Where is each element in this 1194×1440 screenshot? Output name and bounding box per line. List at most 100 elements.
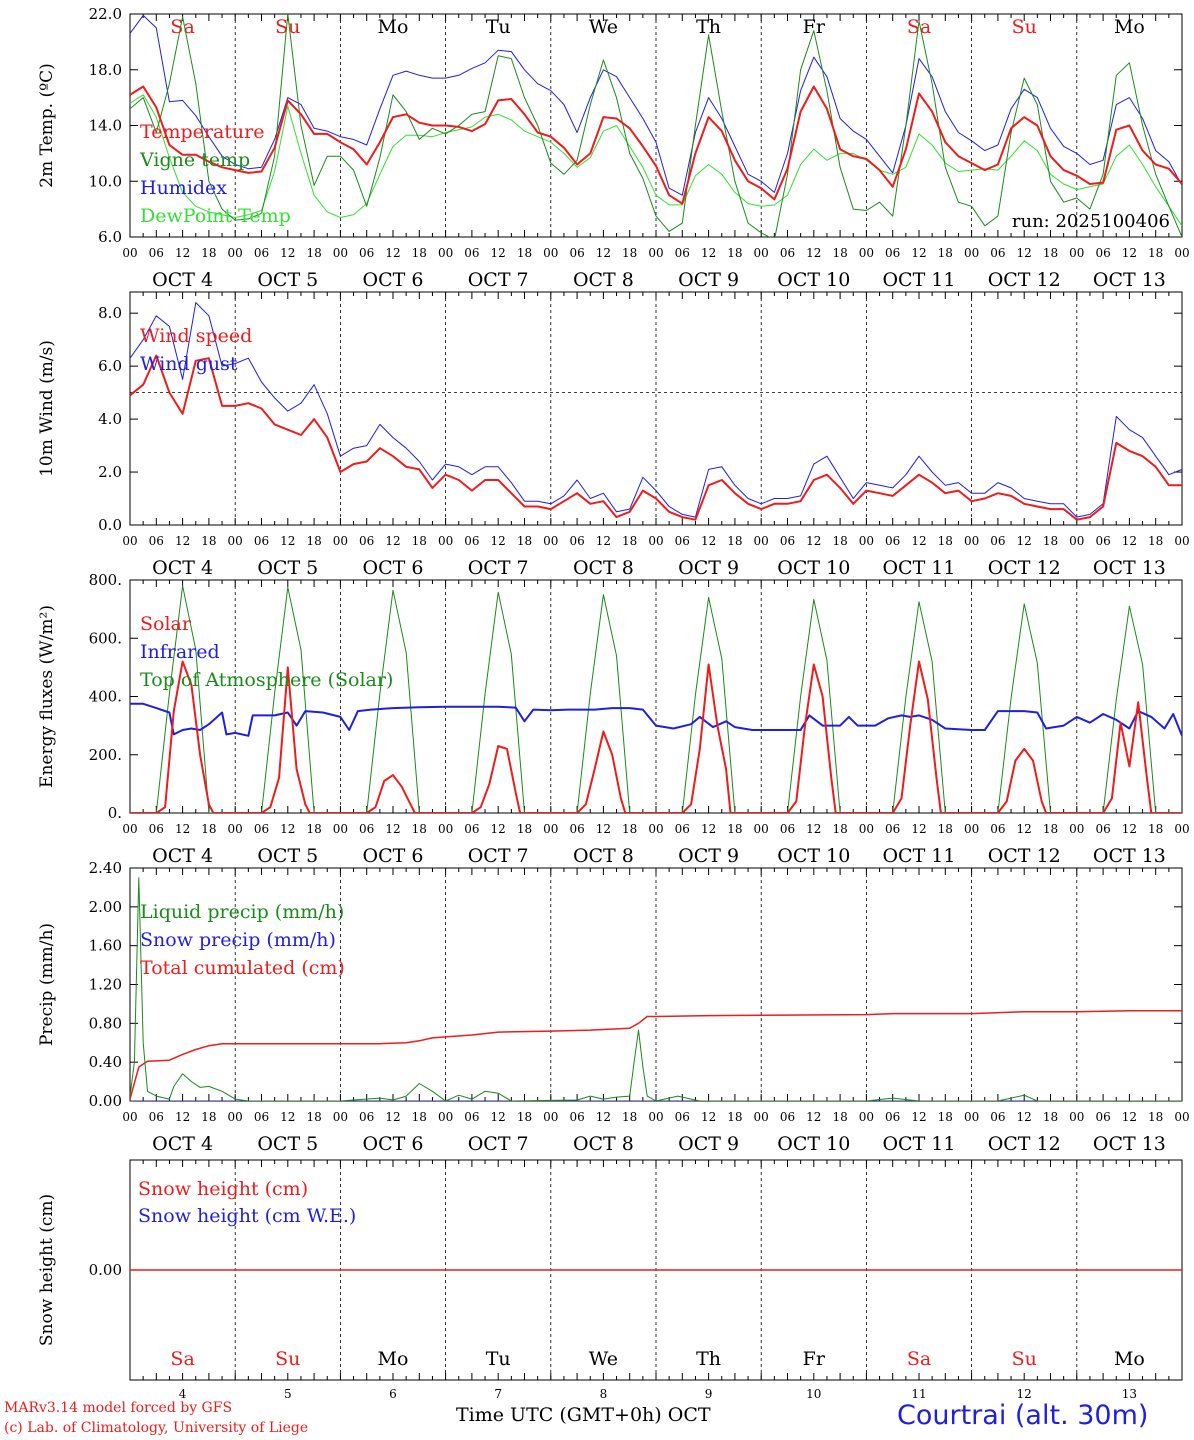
series-group [130, 585, 1182, 813]
hour-label: 00 [228, 822, 243, 836]
date-label: OCT 10 [777, 1133, 850, 1155]
date-label: OCT 4 [152, 845, 213, 867]
day-number: 9 [705, 1387, 713, 1401]
hour-label: 00 [1174, 1110, 1189, 1124]
hour-label: 00 [754, 822, 769, 836]
y-tick-label: 800. [89, 571, 122, 589]
hour-label: 18 [1148, 534, 1163, 548]
y-tick-label: 0. [108, 804, 122, 822]
hour-label: 18 [517, 822, 532, 836]
series-wind-gust [130, 302, 1182, 518]
hour-label: 00 [122, 1110, 137, 1124]
y-tick-label: 400. [89, 688, 122, 706]
panel-5: 0.00 Snow height (cm) Sa 4 Su 5 Mo 6 Tu 7 We 8 Th 9 Fr… [37, 1159, 1183, 1401]
hour-label: 18 [201, 246, 216, 260]
hour-label: 18 [517, 534, 532, 548]
date-label: OCT 8 [573, 557, 634, 579]
y-tick-label: 10.0 [89, 172, 122, 190]
time-axis-text: Time UTC (GMT+0h) [456, 1404, 662, 1426]
date-label: OCT 12 [988, 557, 1061, 579]
hour-label: 06 [675, 534, 690, 548]
hour-label: 12 [701, 822, 716, 836]
legend-entry: Top of Atmosphere (Solar) [140, 669, 393, 691]
hour-label: 00 [543, 822, 558, 836]
day-abbr: Fr [803, 1348, 826, 1370]
hour-label: 12 [175, 246, 190, 260]
hour-label: 12 [175, 534, 190, 548]
hour-label: 12 [1122, 534, 1137, 548]
hour-label: 12 [1122, 1110, 1137, 1124]
y-tick-label: 0.00 [89, 1092, 122, 1110]
month-label: OCT [667, 1404, 711, 1426]
day-number: 11 [911, 1387, 926, 1401]
y-tick-label: 0.00 [89, 1261, 122, 1279]
y-tick-label: 200. [89, 746, 122, 764]
hour-label: 06 [569, 1110, 584, 1124]
hour-label: 18 [938, 1110, 953, 1124]
hour-label: 06 [1095, 822, 1110, 836]
series-top-of-atmosphere-solar [130, 585, 1182, 813]
hour-label: 12 [911, 246, 926, 260]
hour-label: 12 [1122, 246, 1137, 260]
date-label: OCT 11 [882, 845, 955, 867]
hour-label: 12 [701, 534, 716, 548]
y-tick-label: 14.0 [89, 117, 122, 135]
hour-label: 06 [569, 822, 584, 836]
day-abbr: Su [275, 1348, 300, 1370]
series-wind-speed [130, 354, 1182, 521]
date-label: OCT 6 [363, 557, 424, 579]
hour-label: 00 [1069, 822, 1084, 836]
hour-label: 18 [412, 246, 427, 260]
hour-label: 00 [438, 246, 453, 260]
hour-label: 00 [1174, 822, 1189, 836]
hour-label: 06 [254, 1110, 269, 1124]
hour-label: 12 [806, 246, 821, 260]
y-tick-label: 0.0 [98, 516, 122, 534]
hour-label: 00 [543, 246, 558, 260]
hour-label: 00 [754, 1110, 769, 1124]
hour-label: 06 [464, 1110, 479, 1124]
day-number: 8 [600, 1387, 608, 1401]
hour-label: 06 [569, 246, 584, 260]
date-label: OCT 8 [573, 1133, 634, 1155]
hour-label: 00 [228, 534, 243, 548]
day-abbr: Mo [1114, 1348, 1145, 1370]
hour-label: 12 [596, 534, 611, 548]
y-axis-title: 10m Wind (m/s) [37, 340, 57, 477]
hour-label: 18 [938, 822, 953, 836]
date-label: OCT 12 [988, 845, 1061, 867]
hour-label: 12 [1017, 1110, 1032, 1124]
hour-label: 12 [491, 822, 506, 836]
y-tick-label: 2.0 [98, 463, 122, 481]
day-abbr: Fr [803, 16, 826, 38]
legend-entry: Wind speed [140, 325, 252, 347]
y-axis-title: Snow height (cm) [37, 1194, 57, 1346]
date-label: OCT 10 [777, 845, 850, 867]
day-abbr: Sa [170, 16, 194, 38]
hour-label: 00 [1069, 534, 1084, 548]
series-infrared [130, 702, 1182, 737]
hour-label: 12 [280, 1110, 295, 1124]
date-label: OCT 7 [468, 845, 529, 867]
credit-line: (c) Lab. of Climatology, University of L… [4, 1420, 309, 1436]
date-label: OCT 9 [678, 845, 739, 867]
day-number: 12 [1017, 1387, 1032, 1401]
hour-label: 12 [280, 534, 295, 548]
location-title: Courtrai (alt. 30m) [897, 1400, 1149, 1431]
hour-label: 06 [780, 534, 795, 548]
hour-label: 00 [754, 246, 769, 260]
hour-label: 12 [491, 1110, 506, 1124]
hour-label: 18 [412, 822, 427, 836]
hour-label: 00 [333, 1110, 348, 1124]
panel-4: 0.00 0.40 0.80 1.20 1.60 2.00 2.40 Precip (mm/h… [37, 859, 1190, 1155]
legend-entry: Snow height (cm) [138, 1178, 308, 1200]
hour-label: 18 [517, 246, 532, 260]
series-solar [130, 660, 1182, 813]
day-number: 6 [389, 1387, 397, 1401]
hour-label: 06 [885, 1110, 900, 1124]
hour-label: 00 [859, 534, 874, 548]
date-label: OCT 8 [573, 269, 634, 291]
hour-label: 06 [1095, 246, 1110, 260]
hour-label: 06 [990, 246, 1005, 260]
hour-label: 06 [464, 534, 479, 548]
